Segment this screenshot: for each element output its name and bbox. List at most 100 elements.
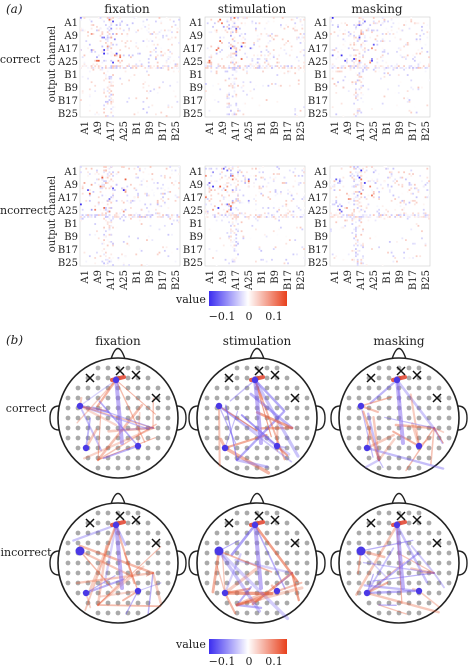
heatmap-cell [99, 187, 102, 190]
heatmap-cell [169, 217, 172, 220]
electrode [95, 425, 101, 431]
heatmap-cell [237, 194, 239, 197]
connection-line [218, 405, 293, 463]
electrode [426, 435, 432, 441]
heatmap-cell [258, 104, 261, 107]
heatmap-cell [422, 208, 425, 211]
heatmap-cell [106, 239, 109, 241]
heatmap-cell [130, 214, 132, 216]
electrode [75, 570, 81, 576]
heatmap-cell [413, 22, 416, 25]
electrode [204, 415, 210, 421]
heatmap-cell [356, 239, 359, 241]
heatmap-cell [351, 249, 354, 252]
heatmap-x-tick: A9 [93, 270, 104, 285]
heatmap-cell [97, 65, 100, 67]
heatmap-cell [235, 214, 238, 216]
heatmap-cell [147, 173, 150, 175]
heatmap-cell [349, 43, 352, 46]
electrode [294, 405, 300, 411]
heatmap-cell [355, 58, 357, 60]
heatmap-cell [122, 187, 125, 190]
electrode [426, 540, 432, 546]
electrode [214, 395, 220, 401]
heatmap-cell [105, 75, 107, 78]
heatmap-cell [267, 67, 270, 69]
heatmap-cell [290, 214, 293, 216]
heatmap-cell [356, 226, 359, 229]
heatmap-y-tick: B9 [189, 83, 203, 94]
electrode [356, 395, 362, 401]
heatmap-y-tick: B9 [64, 232, 78, 243]
electrode [244, 600, 250, 606]
heatmap-cell [337, 205, 339, 208]
heatmap-cell [240, 43, 243, 46]
heatmap-cell [410, 20, 413, 23]
heatmap-cell [215, 180, 218, 183]
heatmap-cell [417, 67, 420, 69]
heatmap-cell [296, 38, 298, 41]
connection-line [97, 423, 157, 461]
electrode [145, 570, 151, 576]
heatmap-cell [253, 67, 255, 69]
heatmap-cell [353, 42, 355, 44]
heatmap-cell [362, 208, 364, 211]
heatmap-cell [133, 17, 136, 19]
heatmap-cell [112, 100, 114, 103]
heatmap-cell [405, 67, 407, 69]
electrode [406, 520, 412, 526]
heatmap-cell [133, 29, 136, 32]
heatmap-cell [115, 214, 118, 216]
heatmap-cell [233, 83, 236, 85]
heatmap-y-tick: A17 [182, 44, 203, 55]
heatmap-cell [103, 169, 105, 172]
heatmap-cell [94, 208, 97, 211]
heatmap-cell [410, 17, 413, 19]
heatmap-cell [351, 217, 354, 220]
heatmap-cell [237, 253, 239, 256]
heatmap-cell [96, 25, 98, 28]
connection-line [224, 410, 239, 449]
panel-b-colorbar-tick-min: −0.1 [209, 655, 236, 668]
heatmap-cell [340, 67, 343, 69]
heatmap-cell [219, 237, 222, 240]
heatmap-cell [288, 42, 291, 44]
heatmap-cell [237, 192, 239, 195]
heatmap-cell [140, 27, 143, 30]
heatmap-cell [342, 67, 345, 69]
heatmap-cell [146, 18, 148, 21]
electrode [376, 435, 382, 441]
heatmap-cell [155, 50, 157, 53]
heatmap-cell [176, 67, 179, 69]
heatmap-cell [392, 260, 395, 263]
heatmap-y-tick: B1 [314, 219, 328, 230]
electrode [386, 415, 392, 421]
heatmap-cell [147, 84, 150, 87]
heatmap-cell [163, 249, 166, 252]
heatmap-cell [288, 210, 291, 213]
heatmap-cell [280, 226, 282, 229]
heatmap-cell [415, 201, 418, 204]
heatmap-cell [231, 241, 234, 243]
heatmap-cell [233, 25, 236, 28]
heatmap-cell [101, 214, 104, 216]
heatmap-cell [80, 216, 82, 218]
heatmap-cell [155, 208, 157, 211]
heatmap-cell [338, 189, 341, 191]
electrode [115, 610, 121, 616]
heatmap-cell [303, 171, 305, 174]
heatmap-cell [160, 187, 163, 190]
heatmap-cell [222, 216, 225, 218]
heatmap-cell [338, 43, 341, 46]
heatmap-cell [287, 40, 289, 42]
electrode [356, 580, 362, 586]
heatmap-cell [99, 40, 102, 42]
heatmap-cell [331, 214, 334, 216]
heatmap-cell [374, 219, 377, 222]
heatmap-cell [365, 65, 368, 67]
electrode [65, 550, 71, 556]
heatmap-cell [131, 216, 134, 218]
heatmap-cell [244, 212, 247, 215]
heatmap-cell [230, 18, 232, 21]
electrode [446, 570, 452, 576]
